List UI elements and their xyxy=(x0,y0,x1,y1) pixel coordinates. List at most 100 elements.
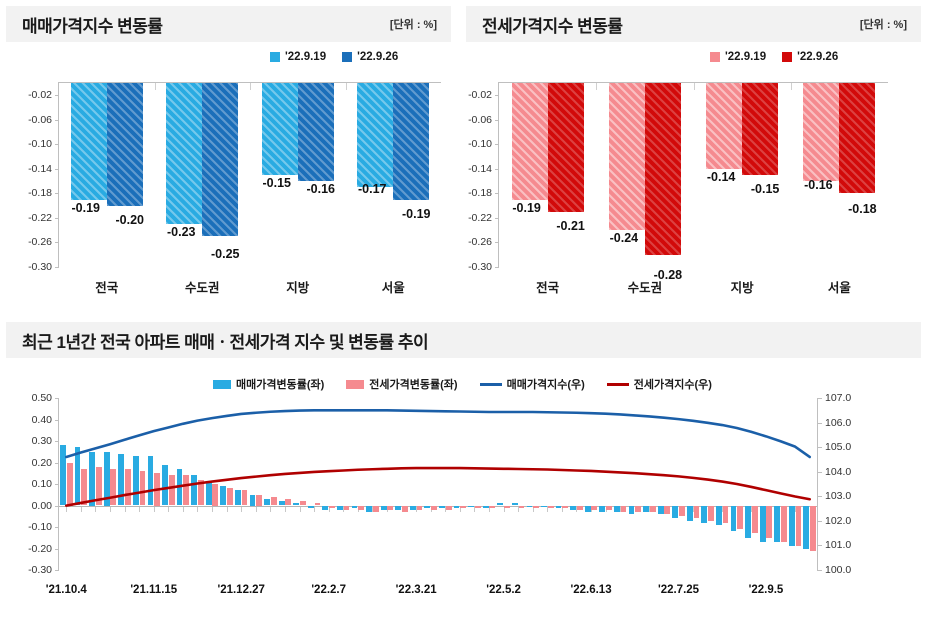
y-axis-tick-label: -0.30 xyxy=(468,261,499,273)
jeonse-panel-title: 전세가격지수 변동률 xyxy=(482,16,623,36)
y-axis-left-tick-label: -0.20 xyxy=(28,543,59,555)
trend-bar xyxy=(628,505,635,515)
jeonse-panel-unit: [단위 : %] xyxy=(859,19,907,31)
y-axis-right-tick-label: 105.0 xyxy=(817,441,851,453)
sale-panel-title: 매매가격지수 변동률 xyxy=(22,16,163,36)
trend-bar xyxy=(395,505,402,510)
x-axis-tick xyxy=(345,83,347,90)
bar-'22.9.26-전국 xyxy=(106,83,143,206)
bar-value-label: -0.19 xyxy=(402,206,431,221)
legend-swatch-icon xyxy=(782,52,793,62)
x-axis-tick xyxy=(693,83,695,90)
trend-bar xyxy=(285,499,292,506)
bar-value-label: -0.14 xyxy=(706,169,736,184)
bar-'22.9.19-수도권 xyxy=(608,83,645,231)
trend-bar xyxy=(299,501,306,506)
y-axis-left-tick-label: 0.40 xyxy=(32,414,60,426)
trend-bar xyxy=(678,505,685,517)
trend-bar xyxy=(329,505,335,508)
x-axis-category-label: 수도권 xyxy=(184,281,220,295)
trend-bar xyxy=(504,505,510,508)
x-axis-minor-tick xyxy=(299,506,301,512)
trend-bar xyxy=(606,505,612,510)
trend-bar xyxy=(672,505,679,519)
legend-label: '22.9.26 xyxy=(797,51,839,63)
x-axis-tick-label: '21.10.4 xyxy=(45,584,87,596)
x-axis-minor-tick xyxy=(255,506,257,512)
bar-value-label: -0.23 xyxy=(167,225,196,240)
trend-bar xyxy=(555,505,562,508)
x-axis-category-label: 서울 xyxy=(827,281,851,295)
x-axis-minor-tick xyxy=(503,506,505,512)
trend-bar xyxy=(220,486,227,506)
bar-value-label: -0.15 xyxy=(750,182,780,196)
trend-bar xyxy=(293,503,300,506)
bar-value-label: -0.19 xyxy=(512,200,541,215)
y-axis-right-tick-label: 107.0 xyxy=(817,392,851,404)
x-axis-tick-label: '21.12.27 xyxy=(217,584,265,596)
trend-bar xyxy=(788,505,795,547)
trend-bar xyxy=(810,505,816,551)
trend-bar xyxy=(322,505,329,510)
y-axis-tick-label: -0.06 xyxy=(468,114,499,126)
trend-bar xyxy=(168,475,175,506)
y-axis-tick-label: -0.06 xyxy=(28,114,59,126)
y-axis-right-tick-label: 101.0 xyxy=(817,539,851,551)
legend-swatch-icon xyxy=(710,52,720,62)
legend-item-jeonse-1: '22.9.26 xyxy=(782,51,838,63)
trend-bar xyxy=(380,505,387,510)
trend-line xyxy=(64,466,812,507)
trend-bar xyxy=(401,505,408,512)
trend-bar xyxy=(460,505,467,508)
trend-bar xyxy=(649,505,656,512)
trend-bar xyxy=(533,505,539,508)
jeonse-panel-header: 전세가격지수 변동률 [단위 : %] xyxy=(466,6,921,42)
bar-value-label: -0.28 xyxy=(653,267,683,282)
bar-value-label: -0.20 xyxy=(115,212,145,227)
trend-bar xyxy=(81,468,88,506)
y-axis-right-tick-label: 102.0 xyxy=(817,515,851,527)
y-axis-tick-label: -0.14 xyxy=(28,163,59,175)
trend-panel-title: 최근 1년간 전국 아파트 매매ㆍ전세가격 지수 및 변동률 추이 xyxy=(22,332,429,352)
trend-bar xyxy=(570,505,577,510)
trend-bar xyxy=(241,490,248,506)
x-axis-tick-label: '22.6.13 xyxy=(570,584,612,596)
trend-bar xyxy=(103,451,110,506)
trend-bar xyxy=(599,505,606,512)
x-axis-category-label: 서울 xyxy=(381,281,405,295)
trend-bar xyxy=(664,505,671,515)
bar-value-label: -0.17 xyxy=(358,182,387,197)
x-axis-minor-tick xyxy=(80,506,82,512)
x-axis-category-label: 수도권 xyxy=(627,281,663,295)
x-axis-tick-label: '22.7.25 xyxy=(657,584,700,596)
bar-'22.9.19-서울 xyxy=(803,83,840,182)
sale-chart-plot: -0.02 -0.06 -0.10 -0.14 -0.18 -0.22 -0.26 -0.30… xyxy=(28,82,441,295)
trend-bar xyxy=(191,475,198,506)
legend-item-trend-3: 전세가격지수(우) xyxy=(606,376,712,392)
x-axis-minor-tick xyxy=(474,506,476,512)
trend-bar xyxy=(716,505,722,525)
x-axis-tick-label: '22.2.7 xyxy=(311,584,347,596)
trend-line xyxy=(64,408,812,459)
y-axis-tick-label: -0.22 xyxy=(468,212,499,224)
trend-bar xyxy=(730,505,737,532)
x-axis-tick-label: '22.5.2 xyxy=(486,584,521,596)
y-axis-tick-label: -0.10 xyxy=(28,138,59,150)
trend-bar xyxy=(366,505,372,512)
trend-bar xyxy=(307,505,314,508)
x-axis-tick-label: '22.9.5 xyxy=(748,584,784,596)
legend-label: '22.9.19 xyxy=(285,51,327,63)
x-axis-minor-tick xyxy=(547,506,549,512)
y-axis-right-tick-label: 106.0 xyxy=(817,417,851,429)
bar-'22.9.19-지방 xyxy=(261,83,298,175)
x-axis-minor-tick xyxy=(197,506,199,512)
trend-bar xyxy=(162,464,168,506)
trend-bar xyxy=(351,505,358,508)
trend-bar xyxy=(431,505,437,510)
y-axis-tick-label: -0.02 xyxy=(28,89,59,101)
x-axis-tick-label: '21.11.15 xyxy=(130,584,178,596)
trend-bar xyxy=(751,505,758,534)
x-axis-tick xyxy=(790,83,792,90)
jeonse-chart-plot: -0.02 -0.06 -0.10 -0.14 -0.18 -0.22 -0.26 -0.30… xyxy=(468,82,888,295)
trend-bar xyxy=(737,505,744,530)
